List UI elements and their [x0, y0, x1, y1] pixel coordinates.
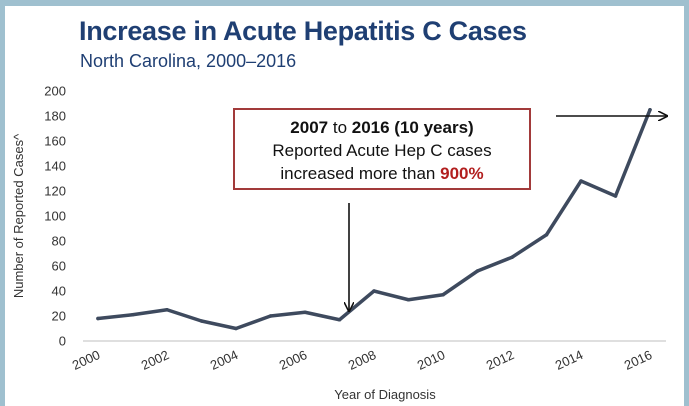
data-point [613, 194, 618, 198]
page-subtitle: North Carolina, 2000–2016 [80, 51, 297, 71]
page-title: Increase in Acute Hepatitis C Cases [79, 16, 527, 46]
x-tick-label: 2006 [277, 347, 310, 373]
x-tick-label: 2014 [553, 347, 586, 373]
data-point [130, 312, 135, 317]
data-point [579, 179, 583, 183]
data-point [96, 316, 100, 321]
x-tick-label: 2002 [139, 347, 172, 373]
data-point [441, 292, 445, 297]
x-tick-label: 2016 [622, 347, 655, 373]
x-tick-label: 2008 [346, 347, 379, 373]
y-tick-label: 100 [44, 209, 66, 224]
y-tick-label: 0 [59, 334, 66, 349]
data-point [199, 319, 204, 323]
data-point [303, 310, 307, 315]
y-tick-label: 60 [52, 259, 66, 274]
y-axis-label: Number of Reported Cases^ [11, 133, 26, 298]
data-point [337, 317, 342, 322]
data-point [165, 307, 169, 312]
y-tick-label: 40 [52, 284, 66, 299]
x-tick-label: 2010 [415, 347, 448, 373]
x-tick-label: 2012 [484, 347, 517, 373]
data-point [406, 297, 411, 302]
data-point [234, 326, 238, 331]
y-tick-label: 140 [44, 159, 66, 174]
callout-line-1: 2007 to 2016 (10 years) [235, 116, 529, 139]
x-tick-label: 2004 [208, 347, 241, 373]
callout-year-start: 2007 [290, 118, 329, 137]
data-point [475, 269, 480, 273]
callout-box: 2007 to 2016 (10 years) Reported Acute H… [233, 108, 531, 190]
x-axis-label: Year of Diagnosis [334, 387, 436, 402]
data-point [648, 107, 652, 112]
callout-connector: to [332, 118, 348, 137]
callout-line-3-text: increased more than [280, 164, 436, 183]
callout-line-3: increased more than 900% [235, 162, 529, 185]
callout-line-2: Reported Acute Hep C cases [272, 141, 492, 160]
y-tick-label: 120 [44, 184, 66, 199]
y-tick-label: 80 [52, 234, 66, 249]
y-tick-label: 180 [44, 109, 66, 124]
callout-year-end: 2016 (10 years) [351, 118, 474, 137]
callout-highlight: 900% [440, 164, 484, 183]
data-point [510, 255, 514, 260]
y-tick-label: 20 [52, 309, 66, 324]
y-tick-label: 160 [44, 134, 66, 149]
x-tick-label: 2000 [70, 347, 103, 373]
data-point [544, 232, 549, 237]
data-point [372, 289, 376, 293]
data-point [268, 314, 273, 318]
y-tick-label: 200 [44, 84, 66, 99]
